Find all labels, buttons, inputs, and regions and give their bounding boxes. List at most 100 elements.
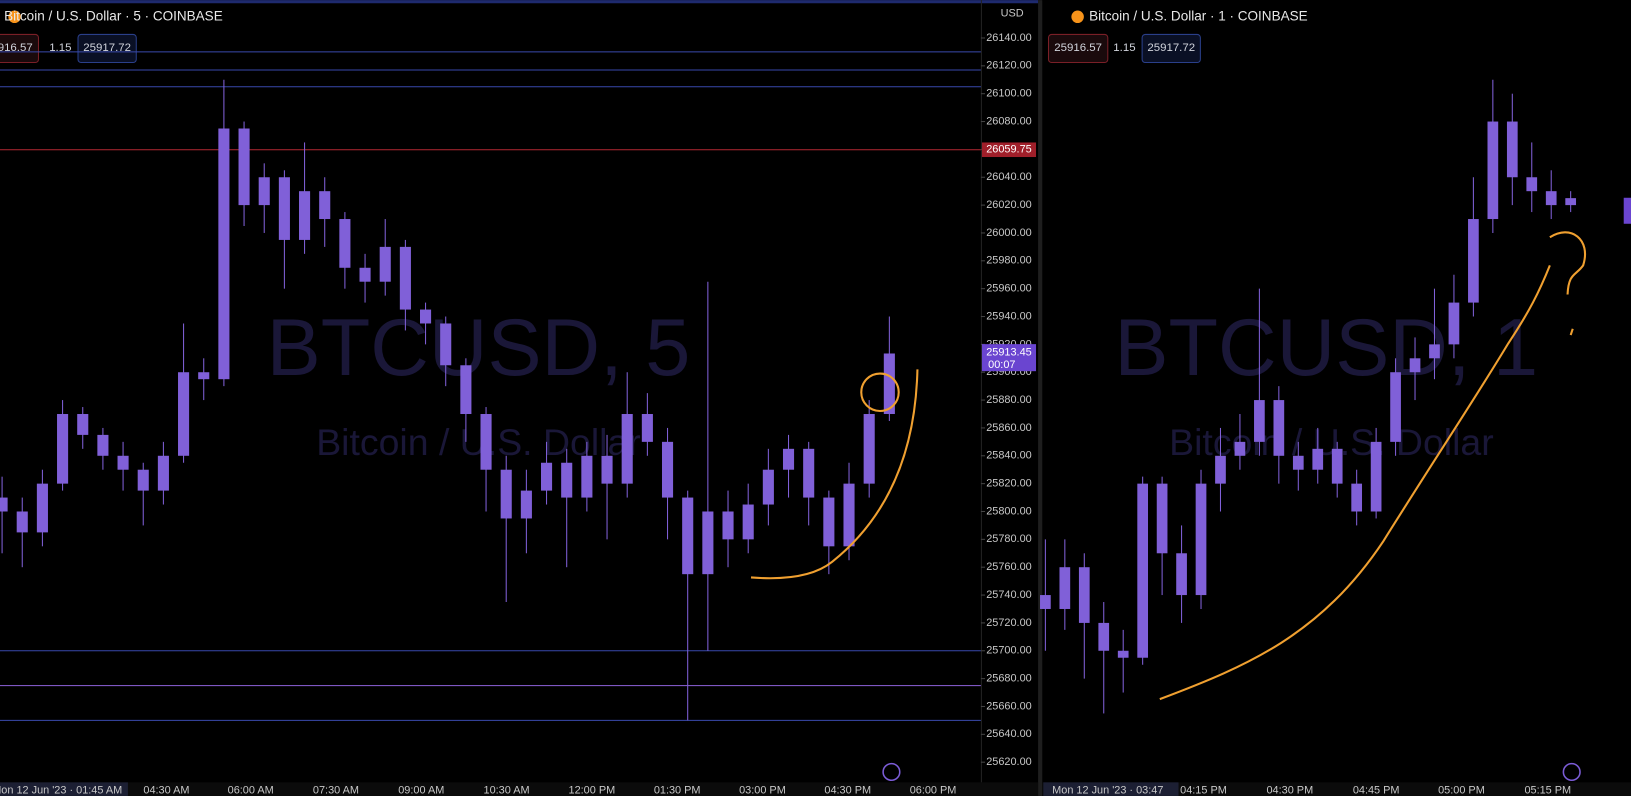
candle-body [1215,455,1226,484]
panel-top-border [0,0,1039,4]
time-label: Mon 12 Jun '23 · 01:45 AM [0,785,122,796]
bolt-icon[interactable] [882,762,901,782]
candle-body [1078,567,1090,623]
time-label: 06:00 AM [228,785,274,796]
candle-body [178,372,190,456]
candle-body [803,448,815,498]
chart-title: Bitcoin / U.S. Dollar · 5 · COINBASE [4,8,223,23]
y-tick-label: 25880.00 [986,394,1031,406]
bid-price: 25916.57 [1054,42,1102,54]
candle-body [1234,441,1246,456]
candle-body [278,177,290,240]
y-tick-label: 25860.00 [986,422,1031,434]
candle-body [1390,372,1401,442]
candle-body [1409,358,1421,373]
candle-body [16,511,28,533]
candle-body [1117,650,1129,658]
candle-body [36,483,48,533]
time-label: 05:00 PM [1438,785,1485,796]
annotation-question [1549,231,1586,295]
annotation-question [1569,328,1574,336]
candle-body [1370,441,1382,512]
candle-body [157,455,169,491]
y-tick-label: 26000.00 [986,227,1031,239]
candle-body [1331,448,1343,484]
time-label: 04:30 PM [824,785,871,796]
candle-body [1040,595,1051,609]
candle-body [238,128,250,206]
candle-body [1468,219,1479,303]
y-tick-label: 25800.00 [986,505,1031,517]
time-label: 04:30 PM [1266,785,1313,796]
candle-body [1292,455,1304,470]
candle-body [77,414,89,435]
candle-body [460,365,472,415]
candle-body [1059,567,1071,609]
time-label: 12:00 PM [569,785,616,796]
candle-body [540,462,553,491]
time-cursor-box [0,782,128,796]
time-label: 07:30 AM [313,785,359,796]
candle-body [682,497,694,575]
y-tick-label: 25760.00 [986,561,1031,573]
bid-box [0,33,40,64]
y-tick-label: 25980.00 [986,255,1031,267]
candle-body [1156,483,1168,554]
candle-body [1176,553,1187,596]
candle-body [399,246,411,310]
candle-body [843,483,855,547]
current-price-label: 25913.45 [986,346,1031,358]
candle-body [1565,198,1577,206]
candle-body [1429,344,1440,359]
time-label: 03:00 PM [739,785,786,796]
time-label: 09:00 AM [398,785,444,796]
candle-body [1312,448,1324,470]
candle-body [641,414,653,442]
current-price-tag [981,344,1037,372]
y-tick-label: 26120.00 [986,60,1031,72]
y-tick-label: 25680.00 [986,673,1031,685]
candle-body [661,441,674,498]
y-tick-label: 26020.00 [986,199,1031,211]
candle-body [823,497,835,547]
y-tick-label: 26080.00 [986,115,1031,127]
candle-body [621,414,633,484]
candle-body [500,469,512,519]
price-tag-edge [1623,197,1631,224]
candle-body [1545,191,1557,206]
time-label: Mon 12 Jun '23 · 03:47 [1052,785,1163,796]
y-tick-label: 25700.00 [986,645,1031,657]
candle-body [883,353,895,415]
ask-price: 25917.72 [1147,42,1195,54]
candle-body [420,309,432,324]
symbol-icon [1071,10,1084,24]
time-label: 06:00 PM [910,785,957,796]
candle-body [258,177,270,206]
y-tick-label: 26140.00 [986,32,1031,44]
candle-body [1195,483,1207,596]
y-tick-label: 26100.00 [986,88,1031,100]
candle-body [218,128,230,380]
y-tick-label: 25900.00 [986,366,1031,378]
candle-body [1487,121,1499,220]
candle-body [379,246,391,282]
y-tick-label: 25960.00 [986,283,1031,295]
time-axis [1042,782,1631,796]
candle-body [0,497,8,512]
candle-body [319,191,331,220]
candle-body [601,455,613,484]
candle-body [1137,483,1149,658]
candle-body [299,191,311,240]
time-label: 05:15 PM [1524,785,1571,796]
candle-body [1506,121,1518,178]
y-tick-label: 25740.00 [986,589,1031,601]
candle-body [57,414,69,484]
symbol-icon [8,10,21,24]
y-tick-label: 25660.00 [986,700,1031,712]
time-cursor-box [1043,782,1179,796]
time-label: 01:30 PM [654,785,701,796]
bolt-icon[interactable] [1562,762,1581,782]
candle-body [561,462,573,498]
candle-body [782,448,795,470]
